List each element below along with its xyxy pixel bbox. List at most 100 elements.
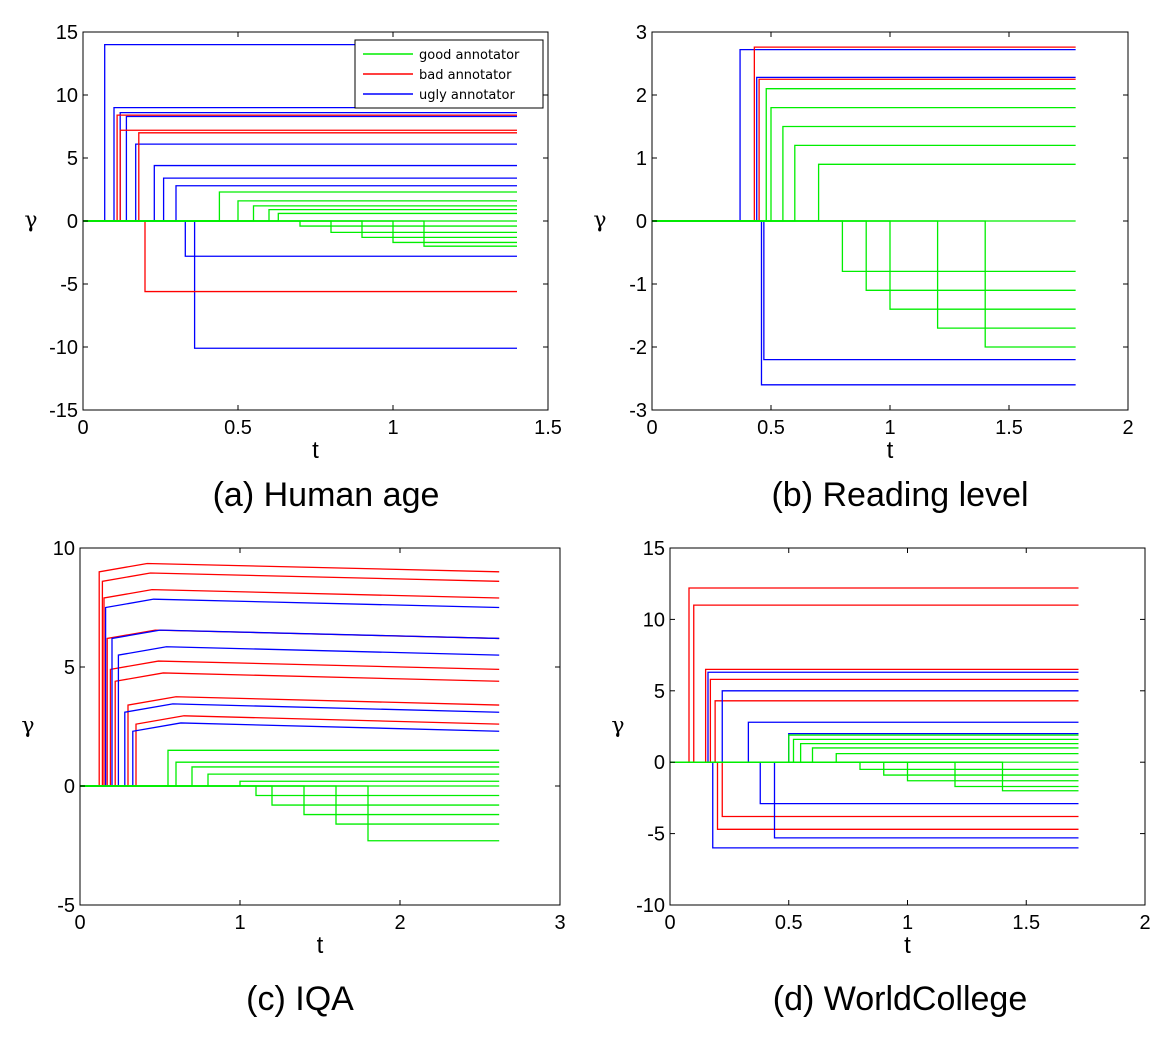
x-tick-label: 1.5	[534, 417, 562, 439]
x-axis-label: t	[887, 437, 894, 464]
series-line-ugly-annotator	[670, 671, 1079, 763]
series-line-bad-annotator	[652, 78, 1076, 222]
panel-human-age: (a) Human age 0 0.5 1 1.5 15 10 5 0 -5 -10 -15 t γ go…	[24, 22, 561, 514]
legend: good annotator bad annotator ugly annotato…	[354, 39, 544, 109]
x-tick-label: 1	[387, 417, 398, 439]
series-line-ugly-annotator	[652, 48, 1076, 222]
series-line-good-annotator	[80, 766, 500, 787]
series-line-bad-annotator	[83, 114, 517, 222]
series-line-bad-annotator	[670, 761, 1079, 830]
y-tick-label: 10	[53, 538, 75, 560]
series-line-good-annotator	[652, 220, 1076, 348]
x-tick-label: 0	[646, 417, 657, 439]
plot-lines-reading-level	[652, 46, 1076, 386]
series-line-good-annotator	[83, 220, 517, 247]
series-line-bad-annotator	[670, 761, 1079, 818]
series-line-good-annotator	[652, 163, 1076, 222]
x-tick-label: 1.5	[995, 417, 1023, 439]
x-tick-label: 2	[394, 912, 405, 934]
x-tick-label: 2	[1122, 417, 1133, 439]
series-line-good-annotator	[652, 88, 1076, 222]
series-line-ugly-annotator	[83, 185, 517, 222]
y-tick-label: -10	[636, 895, 665, 917]
y-axis-label: γ	[611, 714, 624, 739]
x-tick-label: 3	[554, 912, 565, 934]
x-tick-label: 1	[234, 912, 245, 934]
series-line-bad-annotator	[652, 46, 1076, 222]
y-tick-label: 5	[64, 657, 75, 679]
series-line-good-annotator	[80, 785, 500, 842]
x-tick-label: 0.5	[224, 417, 252, 439]
axes-frame	[79, 547, 561, 906]
y-tick-label: -1	[629, 274, 647, 296]
series-line-good-annotator	[652, 220, 1076, 329]
series-line-good-annotator	[670, 742, 1079, 763]
series-line-good-annotator	[670, 761, 1079, 782]
legend-label: ugly annotator	[419, 88, 515, 103]
series-line-good-annotator	[80, 773, 500, 787]
y-tick-label: -3	[629, 400, 647, 422]
series-line-bad-annotator	[670, 604, 1079, 763]
y-tick-label: 5	[67, 148, 78, 170]
x-tick-label: 1	[884, 417, 895, 439]
y-tick-label: -5	[647, 824, 665, 846]
x-axis-label: t	[312, 437, 319, 464]
series-line-good-annotator	[670, 752, 1079, 763]
caption-iqa: (c) IQA	[246, 980, 354, 1018]
caption-reading-level: (b) Reading level	[771, 476, 1028, 514]
series-line-ugly-annotator	[670, 761, 1079, 839]
y-tick-label: 15	[56, 22, 78, 44]
series-line-ugly-annotator	[83, 164, 517, 222]
series-line-good-annotator	[652, 220, 1076, 273]
series-line-ugly-annotator	[652, 76, 1076, 222]
y-tick-label: 1	[636, 148, 647, 170]
series-line-good-annotator	[80, 785, 500, 816]
x-tick-label: 1	[902, 912, 913, 934]
y-tick-label: -10	[49, 337, 78, 359]
caption-worldcollege: (d) WorldCollege	[773, 980, 1027, 1018]
y-axis-label: γ	[593, 208, 606, 233]
y-axis-label: γ	[21, 714, 34, 739]
y-tick-label: -15	[49, 400, 78, 422]
series-line-bad-annotator	[670, 678, 1079, 763]
series-line-good-annotator	[670, 761, 1079, 788]
y-axis-label: γ	[24, 208, 37, 233]
y-tick-label: 15	[643, 538, 665, 560]
series-line-ugly-annotator	[83, 106, 517, 222]
series-line-ugly-annotator	[670, 690, 1079, 763]
series-line-good-annotator	[670, 747, 1079, 763]
x-axis-label: t	[317, 932, 324, 959]
x-tick-label: 0.5	[757, 417, 785, 439]
plot-lines-worldcollege	[670, 587, 1079, 849]
series-line-ugly-annotator	[670, 721, 1079, 763]
series-line-good-annotator	[83, 212, 517, 222]
series-line-good-annotator	[83, 220, 517, 227]
series-line-good-annotator	[652, 125, 1076, 222]
y-tick-label: 2	[636, 85, 647, 107]
series-line-bad-annotator	[670, 587, 1079, 763]
series-line-good-annotator	[80, 780, 500, 787]
y-tick-label: 10	[643, 609, 665, 631]
series-line-good-annotator	[670, 738, 1079, 763]
x-tick-label: 2	[1139, 912, 1150, 934]
legend-label: bad annotator	[419, 68, 512, 83]
series-line-good-annotator	[83, 209, 517, 222]
x-tick-label: 0	[664, 912, 675, 934]
series-line-ugly-annotator	[80, 598, 500, 787]
panel-reading-level: (b) Reading level 0 0.5 1 1.5 2 3 2 1 0 -1 -2 -3 t γ	[593, 22, 1133, 514]
legend-label: good annotator	[419, 48, 520, 63]
x-tick-label: 0	[77, 417, 88, 439]
x-tick-label: 0.5	[775, 912, 803, 934]
series-line-good-annotator	[83, 200, 517, 222]
series-line-good-annotator	[80, 785, 500, 797]
y-tick-label: 0	[654, 752, 665, 774]
series-line-good-annotator	[652, 220, 1076, 291]
y-tick-label: 0	[67, 211, 78, 233]
series-line-ugly-annotator	[80, 722, 500, 787]
series-line-ugly-annotator	[83, 177, 517, 222]
y-tick-label: -2	[629, 337, 647, 359]
y-tick-label: 0	[64, 776, 75, 798]
plot-lines-iqa	[80, 562, 500, 842]
